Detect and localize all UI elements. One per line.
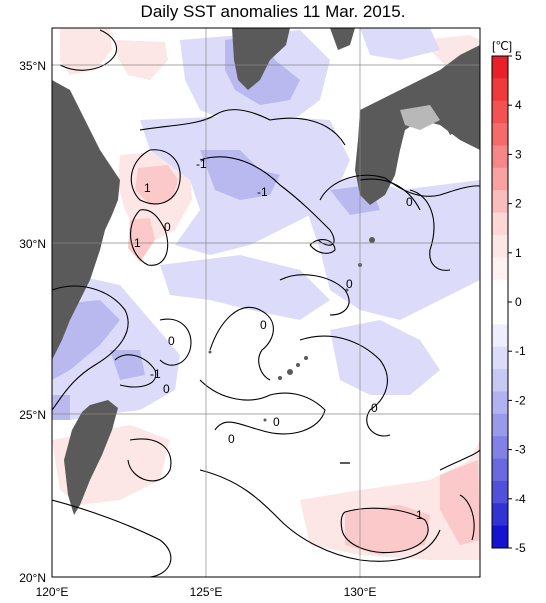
colorbar-tick-label: 3: [515, 147, 522, 161]
colorbar-tick-label: -1: [515, 344, 526, 358]
contour-label: 1: [134, 236, 141, 250]
colorbar-unit: [℃]: [492, 39, 512, 53]
colorbar-segment: [492, 56, 508, 79]
contour-label: 0: [260, 318, 267, 332]
colorbar-segment: [492, 279, 508, 303]
colorbar-segment: [492, 145, 508, 169]
colorbar-tick-label: 2: [515, 197, 522, 211]
contour-label: 0: [371, 401, 378, 415]
colorbar-segment: [492, 78, 508, 102]
colorbar-segment: [492, 480, 508, 504]
colorbar-tick-label: 1: [515, 246, 522, 260]
colorbar-segment: [492, 123, 508, 146]
colorbar-segment: [492, 302, 508, 325]
lat-label: 35°N: [19, 59, 46, 73]
colorbar-segment: [492, 234, 508, 258]
lat-label: 20°N: [19, 571, 46, 585]
colorbar-segment: [492, 458, 508, 482]
colorbar-tick-label: -5: [515, 541, 526, 555]
land-highlights: [400, 105, 440, 130]
contour-label: 0: [163, 382, 170, 396]
lon-label: 120°E: [36, 585, 69, 599]
colorbar-tick-label: -3: [515, 443, 526, 457]
contour-label: 0: [346, 277, 353, 291]
contour-label: 0: [228, 432, 235, 446]
colorbar-segment: [492, 436, 508, 460]
colorbar-segment: [492, 190, 508, 214]
colorbar-segment: [492, 257, 508, 281]
colorbar: [491, 55, 509, 549]
contour-label: -1: [196, 157, 207, 171]
colorbar-segment: [492, 324, 508, 348]
land-areas: [52, 28, 480, 515]
colorbar-tick-label: 4: [515, 98, 522, 112]
colorbar-segment: [492, 346, 508, 370]
colorbar-segment: [492, 391, 508, 415]
colorbar-tick-label: -2: [515, 393, 526, 407]
map-frame: [51, 27, 481, 578]
warm-anomaly-core: [128, 165, 480, 555]
colorbar-segment: [492, 167, 508, 191]
lon-label: 125°E: [190, 585, 223, 599]
lon-label: 130°E: [344, 585, 377, 599]
colorbar-segment: [492, 525, 508, 549]
map-title: Daily SST anomalies 11 Mar. 2015.: [140, 2, 406, 21]
contour-label: -1: [257, 185, 268, 199]
contour-label: 0: [168, 334, 175, 348]
contour-label: 1: [416, 508, 423, 522]
contour-label: -1: [150, 367, 161, 381]
colorbar-segment: [492, 100, 508, 124]
lat-label: 30°N: [19, 237, 46, 251]
colorbar-tick-label: 0: [515, 295, 522, 309]
contour-label-extra: 0: [406, 195, 413, 209]
contour-label: 0: [273, 415, 280, 429]
colorbar-tick-label: 5: [515, 49, 522, 63]
colorbar-segment: [492, 503, 508, 527]
lat-lon-grid: [52, 28, 480, 577]
lat-label: 25°N: [19, 408, 46, 422]
contour-label: 1: [144, 181, 151, 195]
contour-lines: [52, 29, 480, 577]
colorbar-segment: [492, 212, 508, 236]
colorbar-tick-label: -4: [515, 492, 526, 506]
colorbar-segment: [492, 413, 508, 437]
colorbar-segment: [492, 369, 508, 392]
islands: [208, 237, 375, 464]
contour-label: 0: [164, 220, 171, 234]
